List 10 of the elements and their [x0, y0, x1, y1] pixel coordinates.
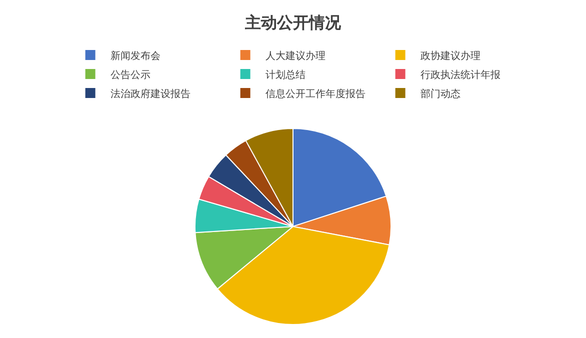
legend-label: 部门动态 [420, 88, 460, 100]
legend-label: 信息公开工作年度报告 [265, 88, 366, 100]
legend-label: 法治政府建设报告 [110, 88, 190, 100]
legend-label: 计划总结 [265, 68, 306, 81]
chart-title: 主动公开情况 [244, 13, 342, 32]
legend-label: 公告公示 [110, 68, 150, 81]
legend-label: 新闻发布会 [110, 50, 160, 62]
legend-label: 人大建议办理 [265, 50, 326, 62]
legend-label: 行政执法统计年报 [420, 68, 500, 81]
legend-label: 政协建议办理 [420, 50, 480, 62]
